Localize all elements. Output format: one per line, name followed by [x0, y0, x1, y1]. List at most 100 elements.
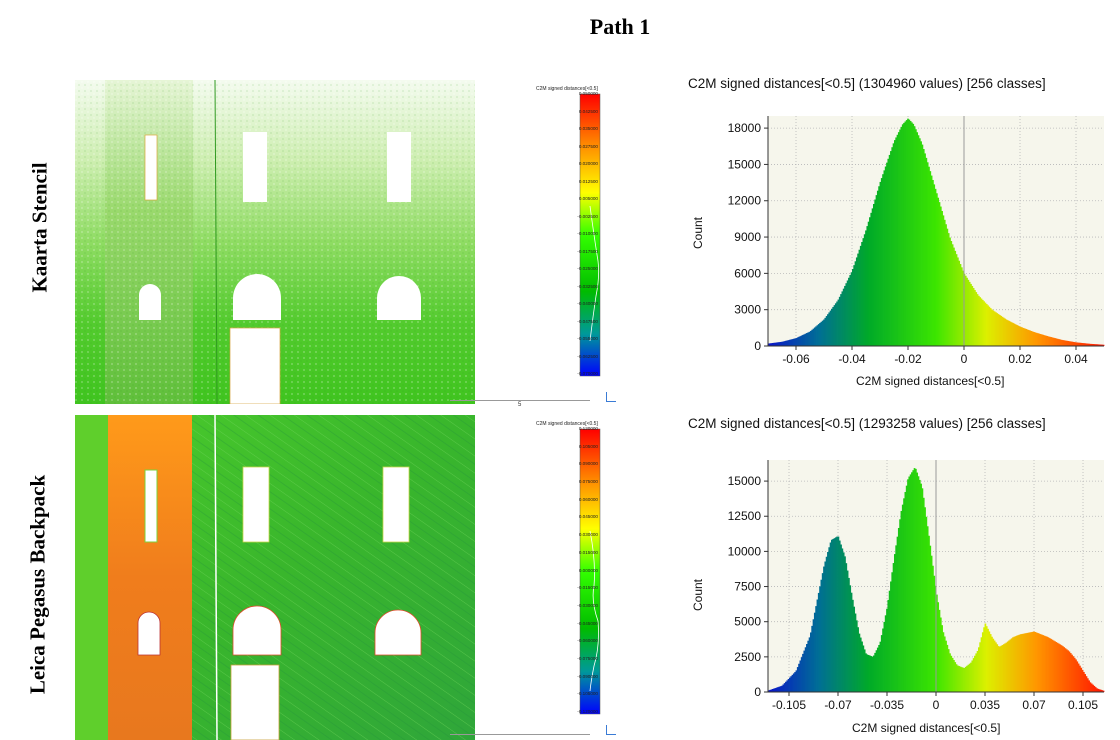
histogram-bar	[840, 294, 842, 346]
histogram-bar	[850, 272, 853, 346]
histogram-bar	[1058, 339, 1060, 346]
y-tick-label: 0	[754, 339, 761, 353]
histogram-bar	[855, 257, 858, 346]
histogram-bar	[1020, 634, 1022, 692]
histogram-bar	[933, 184, 936, 346]
histogram-bar	[928, 535, 930, 692]
histogram-bar	[984, 623, 987, 692]
histogram-bar	[798, 336, 800, 346]
x-axis-label: C2M signed distances[<0.5]	[852, 721, 1001, 735]
histogram-bar	[930, 175, 933, 346]
histogram-bar	[883, 621, 886, 692]
histogram-bar	[1072, 341, 1075, 346]
histogram-bar	[964, 275, 967, 346]
histogram-bar	[1062, 340, 1064, 346]
histogram-bar	[981, 299, 984, 346]
x-tick-label: -0.02	[894, 352, 922, 366]
histogram-bar	[876, 190, 879, 346]
histogram-bar	[912, 123, 915, 346]
histogram-bar	[1092, 344, 1094, 346]
colorbar-tick: 0.120000	[578, 426, 598, 431]
histogram-bar	[993, 311, 996, 346]
histogram-bar	[1102, 690, 1105, 692]
histogram-bar	[846, 570, 849, 692]
histogram-bar	[828, 312, 831, 346]
histogram-bar	[891, 572, 894, 692]
histogram-bar	[1056, 642, 1059, 692]
histogram-bar	[954, 662, 957, 692]
histogram-bar	[976, 651, 979, 692]
histogram-title: C2M signed distances[<0.5] (1293258 valu…	[688, 416, 1046, 431]
histogram-bar	[842, 288, 845, 346]
histogram-bar	[1059, 339, 1062, 346]
histogram-bar	[774, 342, 777, 346]
colorbar-tick: -0.090000	[577, 673, 598, 679]
histogram-bar	[955, 664, 958, 692]
histogram-bar	[775, 342, 778, 346]
histogram-bar	[922, 149, 925, 346]
histogram-bar	[773, 342, 775, 346]
histogram-bar	[1006, 641, 1009, 692]
histogram-bar	[1023, 328, 1026, 346]
colorbar-tick: -0.040000	[577, 301, 598, 306]
histogram-bar	[894, 554, 896, 692]
histogram-bar	[1062, 646, 1064, 692]
histogram-bar	[929, 545, 932, 692]
histogram-bar	[1018, 634, 1021, 692]
histogram-bar	[879, 641, 882, 692]
histogram-bar	[968, 663, 971, 692]
histogram-bar	[783, 683, 786, 692]
colorbar-title: C2M signed distances[<0.5]	[536, 86, 598, 92]
histogram-title: C2M signed distances[<0.5] (1304960 valu…	[688, 76, 1046, 91]
histogram-bar	[1029, 330, 1031, 346]
histogram-bar	[1075, 659, 1077, 692]
colorbar-tick: -0.015000	[577, 585, 598, 591]
histogram-bar	[875, 195, 878, 346]
histogram-bar	[993, 640, 996, 692]
colorbar-tick: 0.027500	[578, 143, 598, 149]
histogram-bar	[1065, 649, 1068, 692]
histogram-bar	[896, 536, 899, 692]
histogram-bar	[815, 326, 817, 346]
histogram-bar	[989, 308, 992, 346]
histogram-bar	[820, 321, 823, 346]
histogram-bar	[955, 254, 958, 346]
x-tick-label: 0.02	[1008, 352, 1032, 366]
histogram-bar	[959, 264, 962, 346]
histogram-bar	[895, 137, 898, 346]
histogram-bar	[861, 641, 863, 692]
histogram-bar	[1033, 331, 1035, 346]
histogram-bar	[1090, 683, 1093, 692]
histogram-bar	[1016, 635, 1018, 692]
histogram-bar	[1101, 690, 1104, 692]
histogram-bar	[1079, 665, 1081, 692]
histogram-bar	[825, 316, 828, 346]
histogram-bar	[926, 162, 929, 346]
histogram-bar	[795, 670, 798, 692]
histogram-bar	[1075, 342, 1077, 346]
histogram-bar	[876, 647, 879, 692]
histogram-bar	[796, 337, 799, 346]
histogram-bar	[831, 308, 833, 346]
histogram-bar	[900, 510, 903, 692]
histogram-bar	[812, 328, 815, 346]
histogram-bar	[790, 339, 793, 346]
histogram-bar	[817, 324, 820, 346]
histogram-bar	[1086, 343, 1089, 346]
histogram-bar	[804, 647, 807, 692]
point-cloud-leica-graphic	[75, 415, 475, 740]
histogram-bar	[1079, 342, 1081, 346]
histogram-bar	[966, 277, 968, 346]
histogram-bar	[921, 144, 924, 346]
histogram-bar	[1012, 637, 1014, 692]
histogram-bar	[997, 314, 1000, 346]
histogram-bar	[978, 295, 980, 346]
histogram-bar	[1102, 344, 1105, 346]
histogram-bar	[981, 632, 984, 692]
colorbar-tick: 0.020000	[578, 161, 598, 166]
histogram-bar	[1017, 325, 1020, 346]
histogram-bar	[922, 497, 925, 692]
histogram-bar	[987, 628, 989, 692]
histogram-bar	[792, 338, 795, 346]
histogram-bar	[782, 684, 785, 692]
